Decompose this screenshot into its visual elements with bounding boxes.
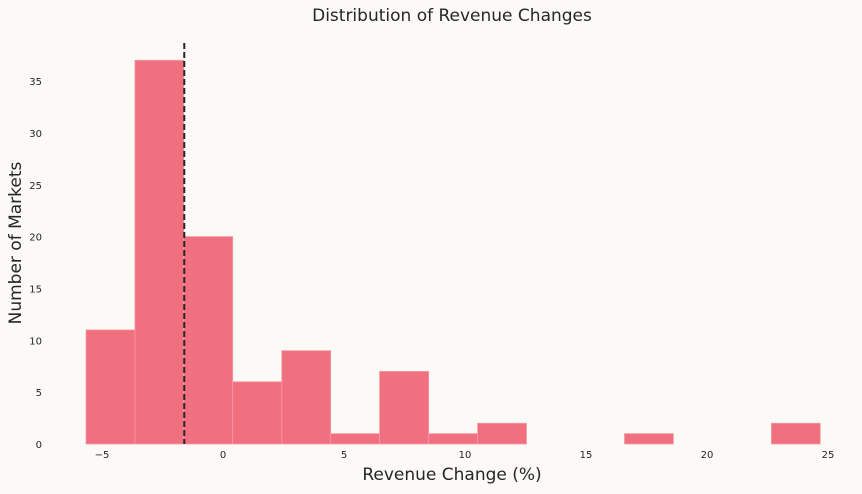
y-tick-label: 30 [29, 129, 42, 140]
y-tick-label: 0 [36, 440, 42, 451]
histogram-bar [281, 350, 332, 445]
histogram-bar [85, 329, 136, 445]
chart-title: Distribution of Revenue Changes [312, 6, 592, 26]
histogram-bar [379, 371, 430, 445]
histogram-bar [624, 433, 674, 445]
y-tick-label: 25 [29, 181, 42, 192]
x-tick-label: −5 [95, 450, 110, 461]
x-axis-label: Revenue Change (%) [362, 465, 541, 485]
x-tick-label: 10 [459, 450, 472, 461]
y-tick-label: 5 [36, 388, 42, 399]
histogram-bar [770, 422, 821, 445]
x-tick-label: 25 [822, 450, 835, 461]
x-tick-label: 0 [220, 450, 226, 461]
histogram-bar [330, 433, 380, 445]
x-tick-label: 5 [341, 450, 347, 461]
histogram-bar [183, 236, 234, 445]
x-tick-label: 15 [580, 450, 593, 461]
x-tick-label: 20 [701, 450, 714, 461]
histogram-bar [428, 433, 478, 445]
histogram-bar [477, 422, 527, 445]
histogram-bar [232, 381, 283, 445]
y-axis-label: Number of Markets [6, 161, 26, 324]
y-tick-label: 20 [29, 233, 42, 244]
y-tick-label: 35 [29, 77, 42, 88]
y-tick-label: 10 [29, 336, 42, 347]
histogram-bar [134, 59, 185, 445]
y-tick-label: 15 [29, 284, 42, 295]
